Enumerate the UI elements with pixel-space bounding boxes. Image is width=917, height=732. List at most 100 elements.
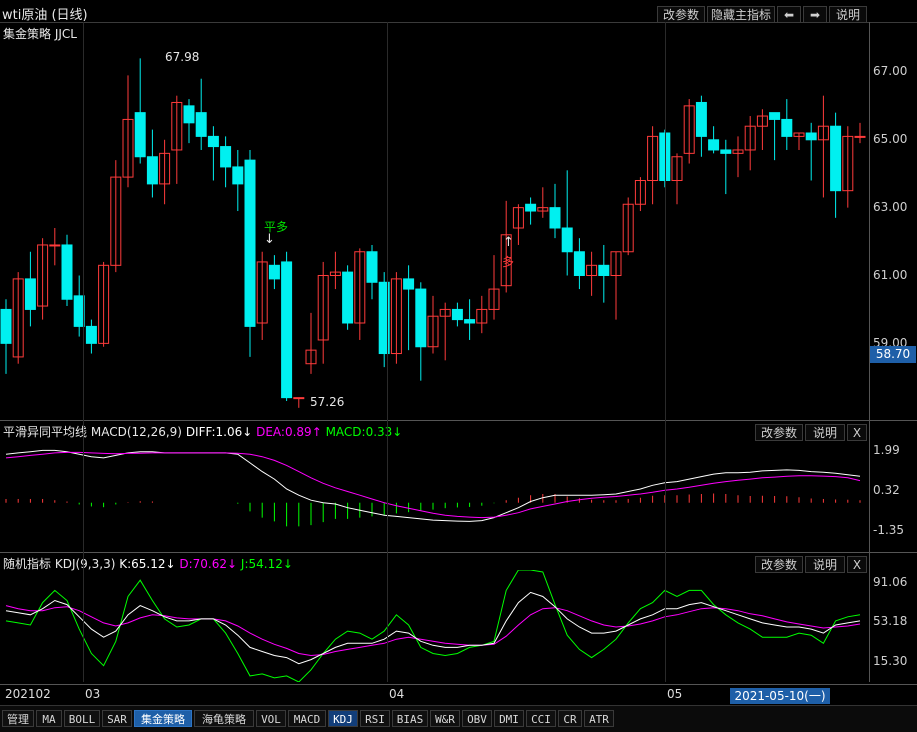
candle-body: [207, 135, 219, 148]
macd-help-button[interactable]: 说明: [805, 424, 845, 441]
low-annotation: 57.26: [310, 395, 345, 409]
candle-body: [415, 288, 427, 348]
hide-main-indicator-button[interactable]: 隐藏主指标: [707, 6, 775, 23]
candle-body: [622, 203, 634, 253]
macd-diff: DIFF:1.06↓: [185, 425, 253, 439]
candle-body: [183, 105, 195, 124]
scroll-right-button[interactable]: ➡: [803, 6, 827, 23]
macd-header: 平滑异同平均线 MACD(12,26,9) DIFF:1.06↓ DEA:0.8…: [3, 423, 402, 440]
date-label: 202102: [5, 687, 51, 701]
tab-cci[interactable]: CCI: [526, 710, 556, 727]
high-annotation: 67.98: [165, 50, 200, 64]
edit-params-button[interactable]: 改参数: [657, 6, 705, 23]
tab-dmi[interactable]: DMI: [494, 710, 524, 727]
candle-body: [769, 112, 781, 120]
tab-bias[interactable]: BIAS: [392, 710, 428, 727]
kdj-j: J:54.12↓: [240, 557, 293, 571]
scroll-left-button[interactable]: ⬅: [777, 6, 801, 23]
tab-rsi[interactable]: RSI: [360, 710, 390, 727]
candle-body: [232, 166, 244, 185]
kdj-tick: 91.06: [873, 575, 908, 589]
date-label: 05: [667, 687, 683, 701]
candle-body: [598, 264, 610, 276]
tab-turtle[interactable]: 海龟策略: [194, 710, 254, 727]
candle-body: [464, 319, 476, 324]
tab-vol[interactable]: VOL: [256, 710, 286, 727]
candle-body: [12, 278, 24, 358]
candle-body: [549, 207, 561, 229]
candle-body: [817, 125, 829, 141]
tab-ma[interactable]: MA: [36, 710, 62, 727]
price-tick: 67.00: [873, 64, 908, 78]
price-tick: 63.00: [873, 200, 908, 214]
tab-atr[interactable]: ATR: [584, 710, 614, 727]
candle-body: [281, 261, 293, 399]
candle-body: [610, 251, 622, 276]
candle-body: [122, 118, 134, 178]
candle-body: [305, 349, 317, 365]
candle-body: [537, 207, 549, 212]
arrow-up-icon: ↑: [503, 235, 514, 250]
candle-body: [525, 203, 537, 212]
main-indicator-label: 集金策略 JJCL: [3, 27, 77, 41]
kdj-tick: 15.30: [873, 654, 908, 668]
tab-manage[interactable]: 管理: [2, 710, 34, 727]
tab-kdj[interactable]: KDJ: [328, 710, 358, 727]
candle-body: [0, 308, 12, 344]
candle-body: [781, 118, 793, 137]
candle-body: [49, 244, 61, 247]
candle-body: [500, 234, 512, 287]
candle-body: [793, 132, 805, 137]
go-long-label: 多: [502, 255, 515, 269]
candle-body: [451, 308, 463, 321]
tab-jjcl[interactable]: 集金策略: [134, 710, 192, 727]
help-button[interactable]: 说明: [829, 6, 867, 23]
macd-params: MACD(12,26,9): [90, 425, 182, 439]
candle-body: [37, 244, 49, 307]
tab-sar[interactable]: SAR: [102, 710, 132, 727]
candle-body: [634, 180, 646, 205]
candle-body: [329, 271, 341, 277]
candle-body: [110, 176, 122, 266]
candle-body: [293, 397, 305, 400]
indicator-tab-bar: 管理 MA BOLL SAR 集金策略 海龟策略 VOL MACD KDJ RS…: [0, 705, 917, 732]
kdj-params: KDJ(9,3,3): [54, 557, 116, 571]
kdj-k-line: [5, 591, 861, 665]
candle-body: [427, 315, 439, 348]
macd-dea-line: [5, 451, 861, 519]
candle-body: [671, 156, 683, 181]
candle-body: [512, 207, 524, 229]
kdj-edit-params-button[interactable]: 改参数: [755, 556, 803, 573]
candle-body: [647, 135, 659, 182]
candle-body: [159, 152, 171, 185]
candle-body: [354, 251, 366, 324]
candle-body: [24, 278, 36, 310]
candle-body: [586, 264, 598, 276]
tab-cr[interactable]: CR: [558, 710, 582, 727]
candle-body: [659, 132, 671, 181]
macd-chart: [5, 449, 861, 527]
kdj-help-button[interactable]: 说明: [805, 556, 845, 573]
candle-body: [85, 325, 97, 344]
tab-boll[interactable]: BOLL: [64, 710, 100, 727]
candle-body: [854, 135, 866, 138]
candle-body: [98, 264, 110, 344]
tab-obv[interactable]: OBV: [462, 710, 492, 727]
kdj-d: D:70.62↓: [179, 557, 238, 571]
kdj-close-button[interactable]: X: [847, 556, 867, 573]
candle-body: [805, 132, 817, 141]
candle-body: [61, 244, 73, 300]
candle-body: [317, 275, 329, 341]
kdj-chart: [5, 570, 861, 682]
macd-close-button[interactable]: X: [847, 424, 867, 441]
tab-macd[interactable]: MACD: [288, 710, 326, 727]
macd-dea: DEA:0.89↑: [256, 425, 322, 439]
candle-body: [268, 264, 280, 280]
candle-body: [744, 125, 756, 151]
macd-edit-params-button[interactable]: 改参数: [755, 424, 803, 441]
tab-wr[interactable]: W&R: [430, 710, 460, 727]
candle-body: [73, 295, 85, 327]
candle-body: [561, 227, 573, 253]
candle-body: [488, 288, 500, 310]
date-label: 03: [85, 687, 101, 701]
